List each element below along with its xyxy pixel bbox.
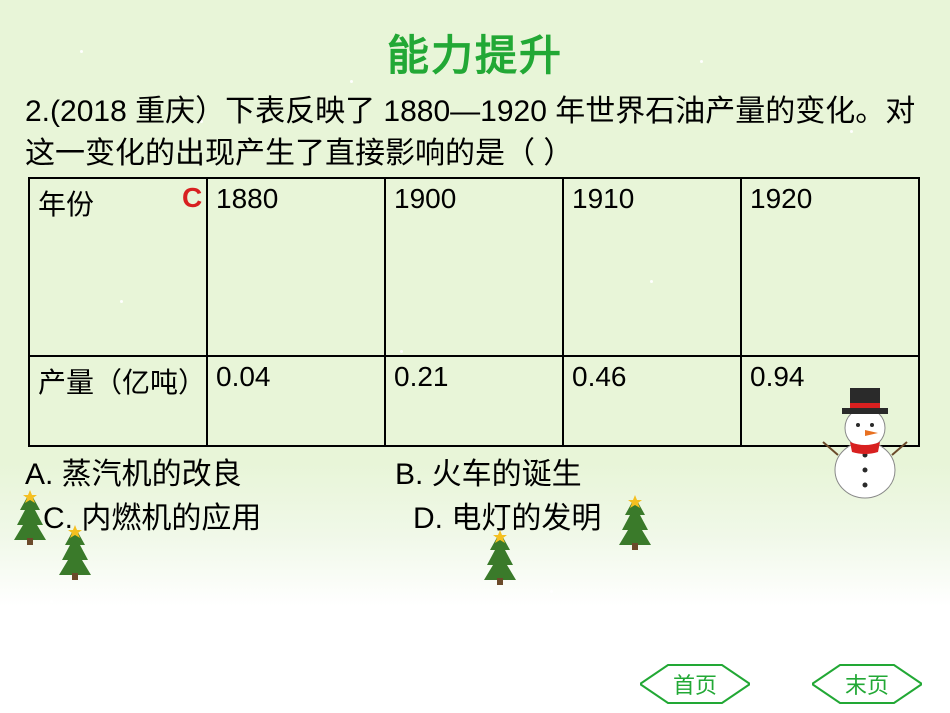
snow-dot [120, 300, 123, 303]
snow-dot [550, 590, 553, 593]
snow-dot [50, 600, 53, 603]
snow-dot [400, 350, 403, 353]
answer-options: A. 蒸汽机的改良 B. 火车的诞生 C. 内燃机的应用 D. 电灯的发明 [0, 447, 950, 540]
header-cell: 年份 [29, 178, 207, 356]
end-label: 末页 [845, 668, 889, 700]
snow-dot [650, 280, 653, 283]
tree-icon [615, 495, 655, 550]
tree-icon [55, 525, 95, 580]
header-cell: 1920 [741, 178, 919, 356]
end-button[interactable]: 末页 [812, 663, 922, 705]
page-title: 能力提升 [0, 0, 950, 83]
snowman-icon [820, 370, 910, 500]
question-content: 2.(2018 重庆）下表反映了 1880—1920 年世界石油产量的变化。对这… [25, 95, 915, 170]
answer-mark: C [182, 178, 202, 217]
question-text: 2.(2018 重庆）下表反映了 1880—1920 年世界石油产量的变化。对这… [0, 83, 950, 175]
oil-production-table: 年份 1880 1900 1910 1920 产量（亿吨） 0.04 0.21 … [28, 177, 920, 447]
table-data-row: 产量（亿吨） 0.04 0.21 0.46 0.94 [29, 356, 919, 446]
table-header-row: 年份 1880 1900 1910 1920 [29, 178, 919, 356]
snow-dot [80, 50, 83, 53]
home-button[interactable]: 首页 [640, 663, 750, 705]
data-cell: 0.21 [385, 356, 563, 446]
nav-buttons: 首页 末页 [640, 663, 922, 705]
option-c: C. 内燃机的应用 [43, 497, 413, 541]
option-a: A. 蒸汽机的改良 [25, 453, 395, 497]
header-cell: 1900 [385, 178, 563, 356]
data-cell: 产量（亿吨） [29, 356, 207, 446]
option-b: B. 火车的诞生 [395, 453, 582, 497]
data-cell: 0.46 [563, 356, 741, 446]
tree-icon [480, 530, 520, 585]
tree-icon [10, 490, 50, 545]
header-cell: 1880 [207, 178, 385, 356]
data-cell: 0.04 [207, 356, 385, 446]
home-label: 首页 [673, 668, 717, 700]
snow-dot [700, 60, 703, 63]
snow-dot [300, 620, 303, 623]
header-cell: 1910 [563, 178, 741, 356]
